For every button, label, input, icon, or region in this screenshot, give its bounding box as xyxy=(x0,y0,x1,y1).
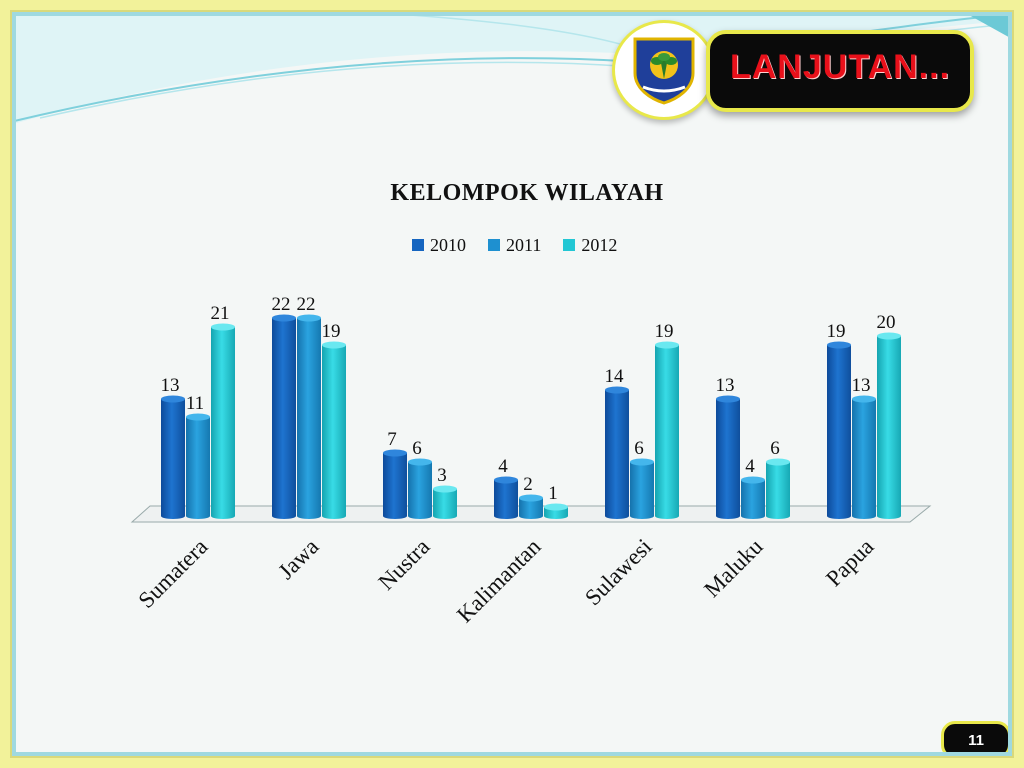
data-label-jawa-2011: 22 xyxy=(297,294,316,315)
data-label-nustra-2012: 3 xyxy=(437,465,447,486)
category-label-papua: Papua xyxy=(821,534,878,591)
data-label-nustra-2010: 7 xyxy=(387,429,397,450)
chart-title: KELOMPOK WILAYAH xyxy=(390,180,664,206)
data-label-sulawesi-2011: 6 xyxy=(634,438,644,459)
logo xyxy=(612,20,716,120)
legend-label-2011: 2011 xyxy=(506,234,542,255)
legend-swatch-2012 xyxy=(563,239,576,251)
data-label-sumatera-2012: 21 xyxy=(211,303,230,324)
category-label-sumatera: Sumatera xyxy=(133,534,212,613)
bar-kalimantan-2011 xyxy=(519,494,543,519)
legend-item-2010: 2010 xyxy=(412,235,466,256)
bar-papua-2012 xyxy=(877,332,901,519)
bar-maluku-2011 xyxy=(741,476,765,519)
data-label-jawa-2010: 22 xyxy=(272,294,291,315)
legend-swatch-2010 xyxy=(412,239,424,251)
category-label-maluku: Maluku xyxy=(699,534,768,603)
bar-kalimantan-2012 xyxy=(544,503,568,519)
chart-legend: 2010 2011 2012 xyxy=(412,234,617,256)
data-label-jawa-2012: 19 xyxy=(322,321,341,342)
data-label-maluku-2012: 6 xyxy=(770,438,780,459)
category-label-sulawesi: Sulawesi xyxy=(580,534,656,610)
bar-sumatera-2011 xyxy=(186,413,210,519)
data-label-kalimantan-2010: 4 xyxy=(498,456,508,477)
page-number: 11 xyxy=(968,731,984,749)
section-banner: LANJUTAN... xyxy=(706,30,974,112)
legend-label-2012: 2012 xyxy=(581,234,618,255)
bar-sulawesi-2012 xyxy=(655,341,679,519)
bar-sumatera-2012 xyxy=(211,323,235,519)
page-number-badge: 11 xyxy=(941,721,1011,759)
legend-label-2010: 2010 xyxy=(430,234,466,255)
data-label-nustra-2011: 6 xyxy=(412,438,422,459)
bar-maluku-2012 xyxy=(766,458,790,519)
data-label-papua-2012: 20 xyxy=(877,312,896,333)
bar-papua-2011 xyxy=(852,395,876,519)
bar-nustra-2012 xyxy=(433,485,457,519)
category-label-nustra: Nustra xyxy=(373,534,434,595)
data-label-sumatera-2011: 11 xyxy=(186,393,204,414)
bar-nustra-2011 xyxy=(408,458,432,519)
bar-papua-2010 xyxy=(827,341,851,519)
data-label-papua-2010: 19 xyxy=(827,321,846,342)
category-label-jawa: Jawa xyxy=(273,534,323,584)
banner-label: LANJUTAN... xyxy=(729,48,951,86)
legend-item-2012: 2012 xyxy=(563,235,617,256)
data-label-papua-2011: 13 xyxy=(852,375,871,396)
data-label-sulawesi-2010: 14 xyxy=(605,366,625,387)
data-label-kalimantan-2011: 2 xyxy=(523,474,533,495)
bar-sulawesi-2010 xyxy=(605,386,629,519)
data-label-sulawesi-2012: 19 xyxy=(655,321,674,342)
data-label-kalimantan-2012: 1 xyxy=(548,483,558,504)
emblem-shield-icon xyxy=(633,37,695,105)
bar-kalimantan-2010 xyxy=(494,476,518,519)
legend-swatch-2011 xyxy=(488,239,500,251)
bar-jawa-2010 xyxy=(272,314,296,519)
bar-maluku-2010 xyxy=(716,395,740,519)
legend-item-2011: 2011 xyxy=(488,235,541,256)
data-label-maluku-2010: 13 xyxy=(716,375,735,396)
category-label-kalimantan: Kalimantan xyxy=(452,534,546,628)
bar-jawa-2011 xyxy=(297,314,321,519)
bar-nustra-2010 xyxy=(383,449,407,519)
bar-sumatera-2010 xyxy=(161,395,185,519)
bar-sulawesi-2011 xyxy=(630,458,654,519)
bar-jawa-2012 xyxy=(322,341,346,519)
data-label-maluku-2011: 4 xyxy=(745,456,755,477)
data-label-sumatera-2010: 13 xyxy=(161,375,180,396)
